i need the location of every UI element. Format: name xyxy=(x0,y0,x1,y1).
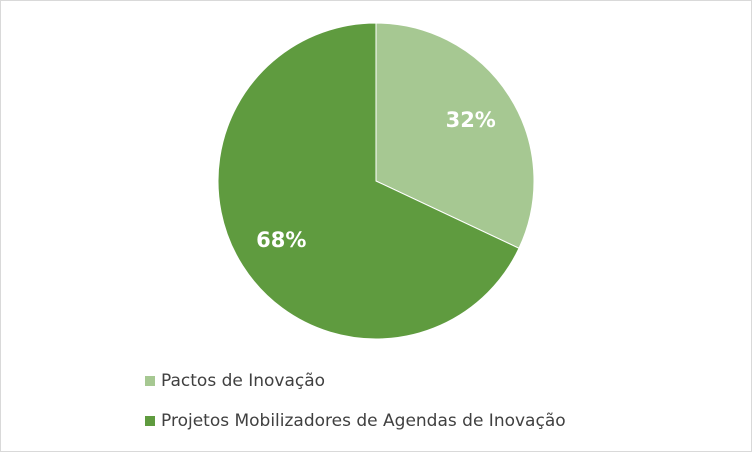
legend-swatch xyxy=(145,416,155,426)
data-label: 32% xyxy=(446,108,496,132)
pie-slice xyxy=(217,22,520,340)
legend-label: Projetos Mobilizadores de Agendas de Ino… xyxy=(161,411,566,431)
data-label: 68% xyxy=(256,228,306,252)
pie-slice xyxy=(375,22,535,249)
legend-label: Pactos de Inovação xyxy=(161,371,325,391)
legend-swatch xyxy=(145,376,155,386)
